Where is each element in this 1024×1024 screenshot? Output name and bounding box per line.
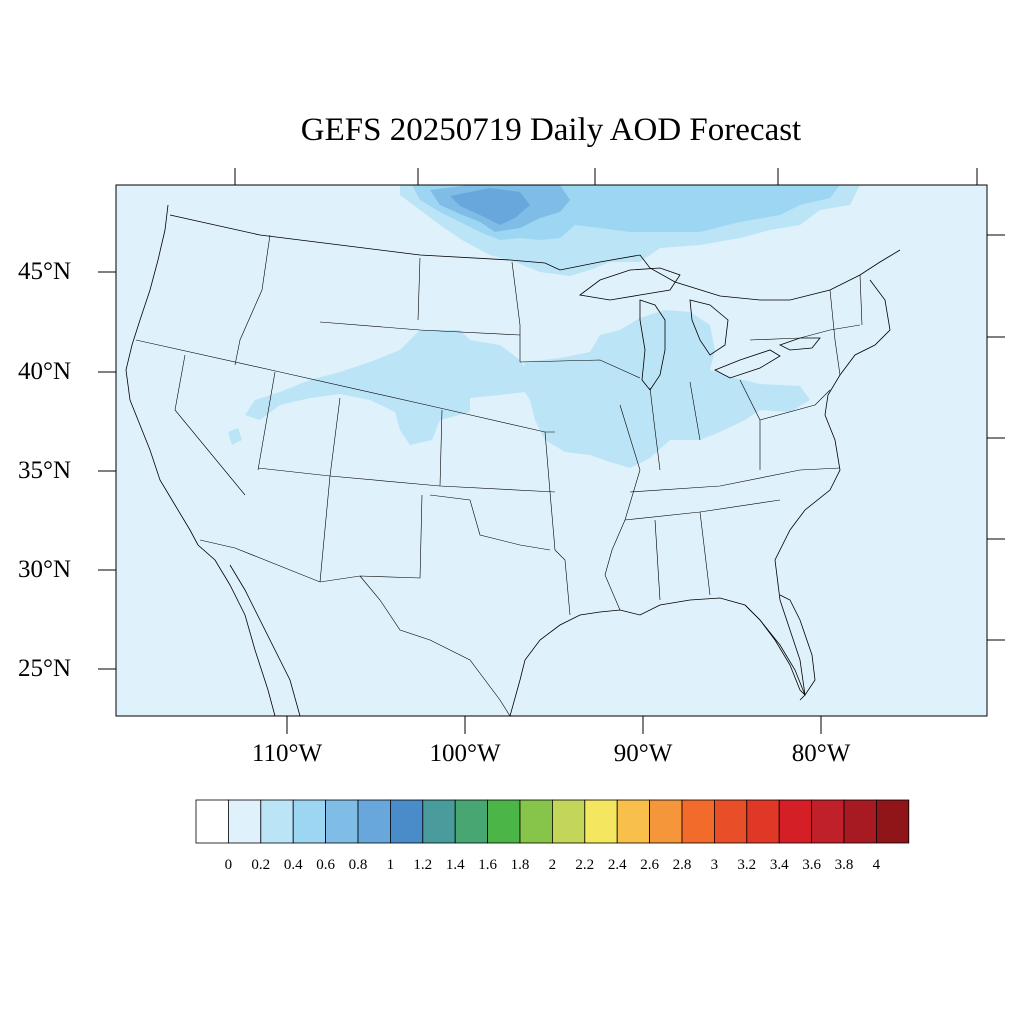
colorbar xyxy=(195,799,910,844)
lake-erie xyxy=(714,349,781,379)
coast-gulf xyxy=(509,597,806,716)
colorbar-label: 1 xyxy=(386,857,395,873)
lake-michigan xyxy=(639,299,666,391)
colorbar-label: 2 xyxy=(548,857,557,873)
colorbar-box-0 xyxy=(195,799,229,844)
colorbar-box-11 xyxy=(552,799,586,844)
colorbar-box-10 xyxy=(519,799,553,844)
colorbar-label: 1.4 xyxy=(445,857,465,873)
colorbar-box-15 xyxy=(681,799,715,844)
lake-ontario xyxy=(778,337,821,351)
colorbar-label: 1.2 xyxy=(413,857,433,873)
colorbar-box-2 xyxy=(260,799,294,844)
lat-label-40: 40°N xyxy=(18,358,72,385)
lake-superior xyxy=(579,267,681,301)
colorbar-label: 0.8 xyxy=(348,857,368,873)
state-lines xyxy=(135,234,863,716)
lon-label-110: 110°W xyxy=(251,740,323,767)
lake-huron xyxy=(689,299,729,356)
coast-baja xyxy=(229,564,301,716)
coast-atlantic xyxy=(774,279,891,696)
axis-ticks xyxy=(98,168,1005,734)
colorbar-label: 0.4 xyxy=(283,857,303,873)
aod-region-midwest xyxy=(520,310,810,468)
map-frame xyxy=(115,184,988,717)
colorbar-label: 0.2 xyxy=(251,857,271,873)
colorbar-box-5 xyxy=(357,799,391,844)
colorbar-box-14 xyxy=(649,799,683,844)
colorbar-box-1 xyxy=(227,799,262,844)
lon-label-90: 90°W xyxy=(613,740,673,767)
colorbar-box-18 xyxy=(778,799,813,844)
lon-label-80: 80°W xyxy=(791,740,851,767)
aod-region-canada-peak xyxy=(450,188,530,225)
map-title: GEFS 20250719 Daily AOD Forecast xyxy=(300,112,802,148)
colorbar-label: 3.8 xyxy=(834,857,854,873)
colorbar-label: 1.6 xyxy=(478,857,497,873)
colorbar-label: 4 xyxy=(872,857,881,873)
colorbar-box-6 xyxy=(389,799,424,844)
lat-label-25: 25°N xyxy=(18,655,72,682)
colorbar-box-13 xyxy=(616,799,651,844)
colorbar-label: 2.6 xyxy=(640,857,659,873)
colorbar-label: 1.8 xyxy=(510,857,530,873)
colorbar-label: 0 xyxy=(224,857,233,873)
colorbar-label: 3.4 xyxy=(769,857,789,873)
lat-label-30: 30°N xyxy=(18,556,72,583)
lon-label-100: 100°W xyxy=(429,740,501,767)
colorbar-label: 2.2 xyxy=(575,857,595,873)
border-canada-us xyxy=(169,214,901,301)
colorbar-label: 2.4 xyxy=(607,857,627,873)
colorbar-box-12 xyxy=(584,799,618,844)
coast-florida xyxy=(744,594,816,696)
lat-label-35: 35°N xyxy=(18,457,72,484)
aod-contours xyxy=(228,185,860,468)
colorbar-box-20 xyxy=(843,799,877,844)
colorbar-box-19 xyxy=(811,799,845,844)
colorbar-box-3 xyxy=(292,799,327,844)
colorbar-label: 3.2 xyxy=(737,857,757,873)
colorbar-label: 0.6 xyxy=(316,857,335,873)
aod-region-utah xyxy=(228,428,242,445)
colorbar-box-8 xyxy=(454,799,489,844)
colorbar-label: 3 xyxy=(710,857,719,873)
colorbar-box-7 xyxy=(422,799,456,844)
aod-region-plains xyxy=(245,330,530,445)
colorbar-box-17 xyxy=(746,799,780,844)
colorbar-box-16 xyxy=(714,799,748,844)
lat-label-45: 45°N xyxy=(18,258,72,285)
colorbar-label: 2.8 xyxy=(672,857,692,873)
coast-pacific xyxy=(125,204,276,716)
colorbar-box-21 xyxy=(876,799,910,844)
colorbar-box-4 xyxy=(325,799,359,844)
colorbar-box-9 xyxy=(487,799,521,844)
boundaries xyxy=(125,204,901,716)
colorbar-label: 3.6 xyxy=(802,857,821,873)
